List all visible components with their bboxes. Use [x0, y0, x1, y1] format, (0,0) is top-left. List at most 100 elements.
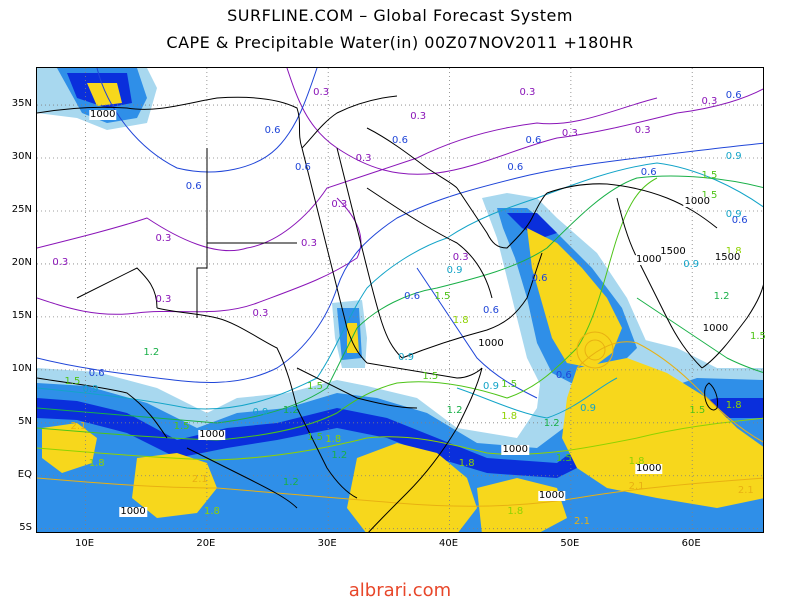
pw-contour-label: 0.6 [404, 290, 421, 302]
pw-contour-label: 0.6 [483, 304, 499, 316]
pw-contour-label: 0.6 [185, 180, 202, 192]
lat-tick-label: 35N [11, 98, 32, 110]
cape-contour-label: 1000 [119, 505, 147, 517]
pw-contour-label: 0.3 [301, 237, 317, 249]
pw-contour-label: 0.9 [725, 209, 742, 221]
pw-contour-label: 1.2 [446, 405, 463, 417]
chart-title: SURFLINE.COM – Global Forecast System [227, 6, 573, 25]
weather-map [36, 67, 764, 533]
pw-contour-label: 1.5 [701, 170, 718, 182]
cape-contour-label: 1500 [713, 251, 742, 263]
pw-contour-0.6 [416, 267, 538, 399]
cape-contour-label: 1000 [537, 489, 566, 501]
pw-contour-label: 1.2 [143, 346, 160, 358]
cape-contour-label: 1500 [659, 246, 687, 258]
coastline-africa-north [37, 96, 303, 149]
coastline-india-east [701, 284, 763, 369]
pw-contour-label: 1.5 [434, 290, 451, 302]
pw-contour-label: 2.1 [574, 516, 590, 528]
border-ethiopia [296, 367, 418, 409]
cape-yellow-area [132, 453, 217, 518]
pw-contour-label: 0.3 [561, 127, 578, 139]
pw-contour-0.9 [37, 162, 763, 410]
lat-tick-label: 10N [11, 362, 32, 374]
lat-tick-label: 5N [18, 415, 32, 427]
pw-contour-label: 1.5 [307, 380, 324, 392]
border-kenya [296, 407, 358, 499]
pw-contour-label: 1.2 [331, 449, 348, 461]
cape-yellow-area [87, 83, 122, 106]
pw-contour-label: 0.9 [580, 403, 597, 415]
pw-contour-label: 2.1 [737, 484, 754, 496]
coastline-somalia [368, 367, 483, 532]
pw-contour-label: 1.8 [725, 399, 742, 411]
pw-contour-label: 0.3 [331, 198, 348, 210]
pw-contour-label: 1.8 [88, 458, 105, 470]
pw-contour-label: 1.5 [749, 331, 766, 343]
pw-contour-label: 1.5 [422, 371, 439, 383]
pw-contour-0.9 [456, 377, 618, 419]
pw-contour-2.1 [576, 341, 763, 443]
coastline-arabia-south [401, 252, 543, 359]
cape-contour-label: 1000 [634, 463, 663, 475]
coastline-sri-lanka [704, 382, 718, 411]
pw-contour-label: 1.2 [713, 290, 730, 302]
cape-shading [37, 68, 763, 532]
coastline-red-sea-west [301, 147, 368, 364]
gridlines [37, 68, 763, 532]
pw-contour-label: 0.3 [252, 307, 269, 319]
pw-contour-label: 0.3 [52, 256, 69, 268]
pw-contour-label: 1.8 [507, 505, 524, 517]
pw-contour-label: 0.6 [264, 124, 281, 136]
pw-contour-label: 1.5 [701, 191, 717, 201]
pw-contour-label: 2.1 [70, 421, 87, 433]
coastline-west-africa [37, 377, 168, 439]
pw-contour-label: 0.9 [252, 407, 269, 419]
border-libya-egypt [196, 148, 208, 318]
border-saudi [366, 187, 493, 299]
lat-tick-label: 5S [19, 521, 32, 533]
lat-tick-label: 25N [11, 203, 32, 215]
pw-contour-label: 1.5 [173, 421, 190, 433]
pw-contour-label: 0.6 [725, 89, 742, 101]
cape-contour-label: 1000 [683, 195, 711, 207]
pw-contour-label: 0.6 [392, 135, 408, 147]
pw-contour-label: 0.3 [313, 87, 330, 99]
pw-contour-label: 0.3 [155, 294, 172, 305]
lon-tick-label: 30E [317, 538, 337, 549]
pw-contours [37, 68, 763, 507]
chart-subtitle: CAPE & Precipitable Water(in) 00Z07NOV20… [166, 33, 634, 52]
cape-contour-label: 1000 [701, 322, 730, 334]
pw-contour-label: 0.3 [634, 124, 651, 136]
pw-contour-label: 0.3 [519, 87, 536, 99]
pw-contour-label: 1.5 [64, 375, 81, 387]
pw-contour-1.2 [636, 297, 763, 373]
pw-contour-label: 0.6 [525, 135, 542, 147]
pw-contour-label: 1.5 [501, 378, 518, 390]
pw-contour-label: 0.9 [725, 151, 742, 163]
pw-contour-label: 2.1 [191, 474, 208, 486]
pw-contour-2.1 [584, 339, 606, 361]
lat-tick-label: 30N [11, 151, 32, 163]
pw-contour-label: 1.5 [689, 405, 706, 417]
pw-contour-label: 0.6 [731, 214, 748, 226]
cape-yellow-area [42, 423, 97, 473]
pw-contour-label: 2.1 [628, 481, 645, 493]
pw-contour-0.3 [37, 97, 658, 252]
lat-tick-label: 20N [11, 256, 32, 268]
pw-contour-1.5 [37, 177, 658, 441]
lon-tick-label: 50E [560, 538, 580, 549]
pw-contour-label: 1.2 [543, 417, 560, 429]
pw-contour-label: 0.9 [82, 384, 99, 396]
pw-contour-label: 1.8 [458, 458, 475, 470]
cape-contour-label: 1000 [88, 108, 117, 120]
pw-contour-label: 0.9 [483, 380, 499, 392]
coastline-mediterranean-east [301, 95, 398, 149]
pw-contour-label: 1.8 [452, 315, 469, 327]
coastline-iran-pakistan [546, 183, 718, 229]
pw-contour-label: 0.3 [355, 153, 372, 165]
pw-contour-label: 0.6 [88, 368, 105, 380]
coastline-red-sea-east [336, 147, 403, 359]
pw-contour-label: 0.3 [701, 95, 718, 107]
pw-contour-label: 1.2 [282, 405, 299, 417]
